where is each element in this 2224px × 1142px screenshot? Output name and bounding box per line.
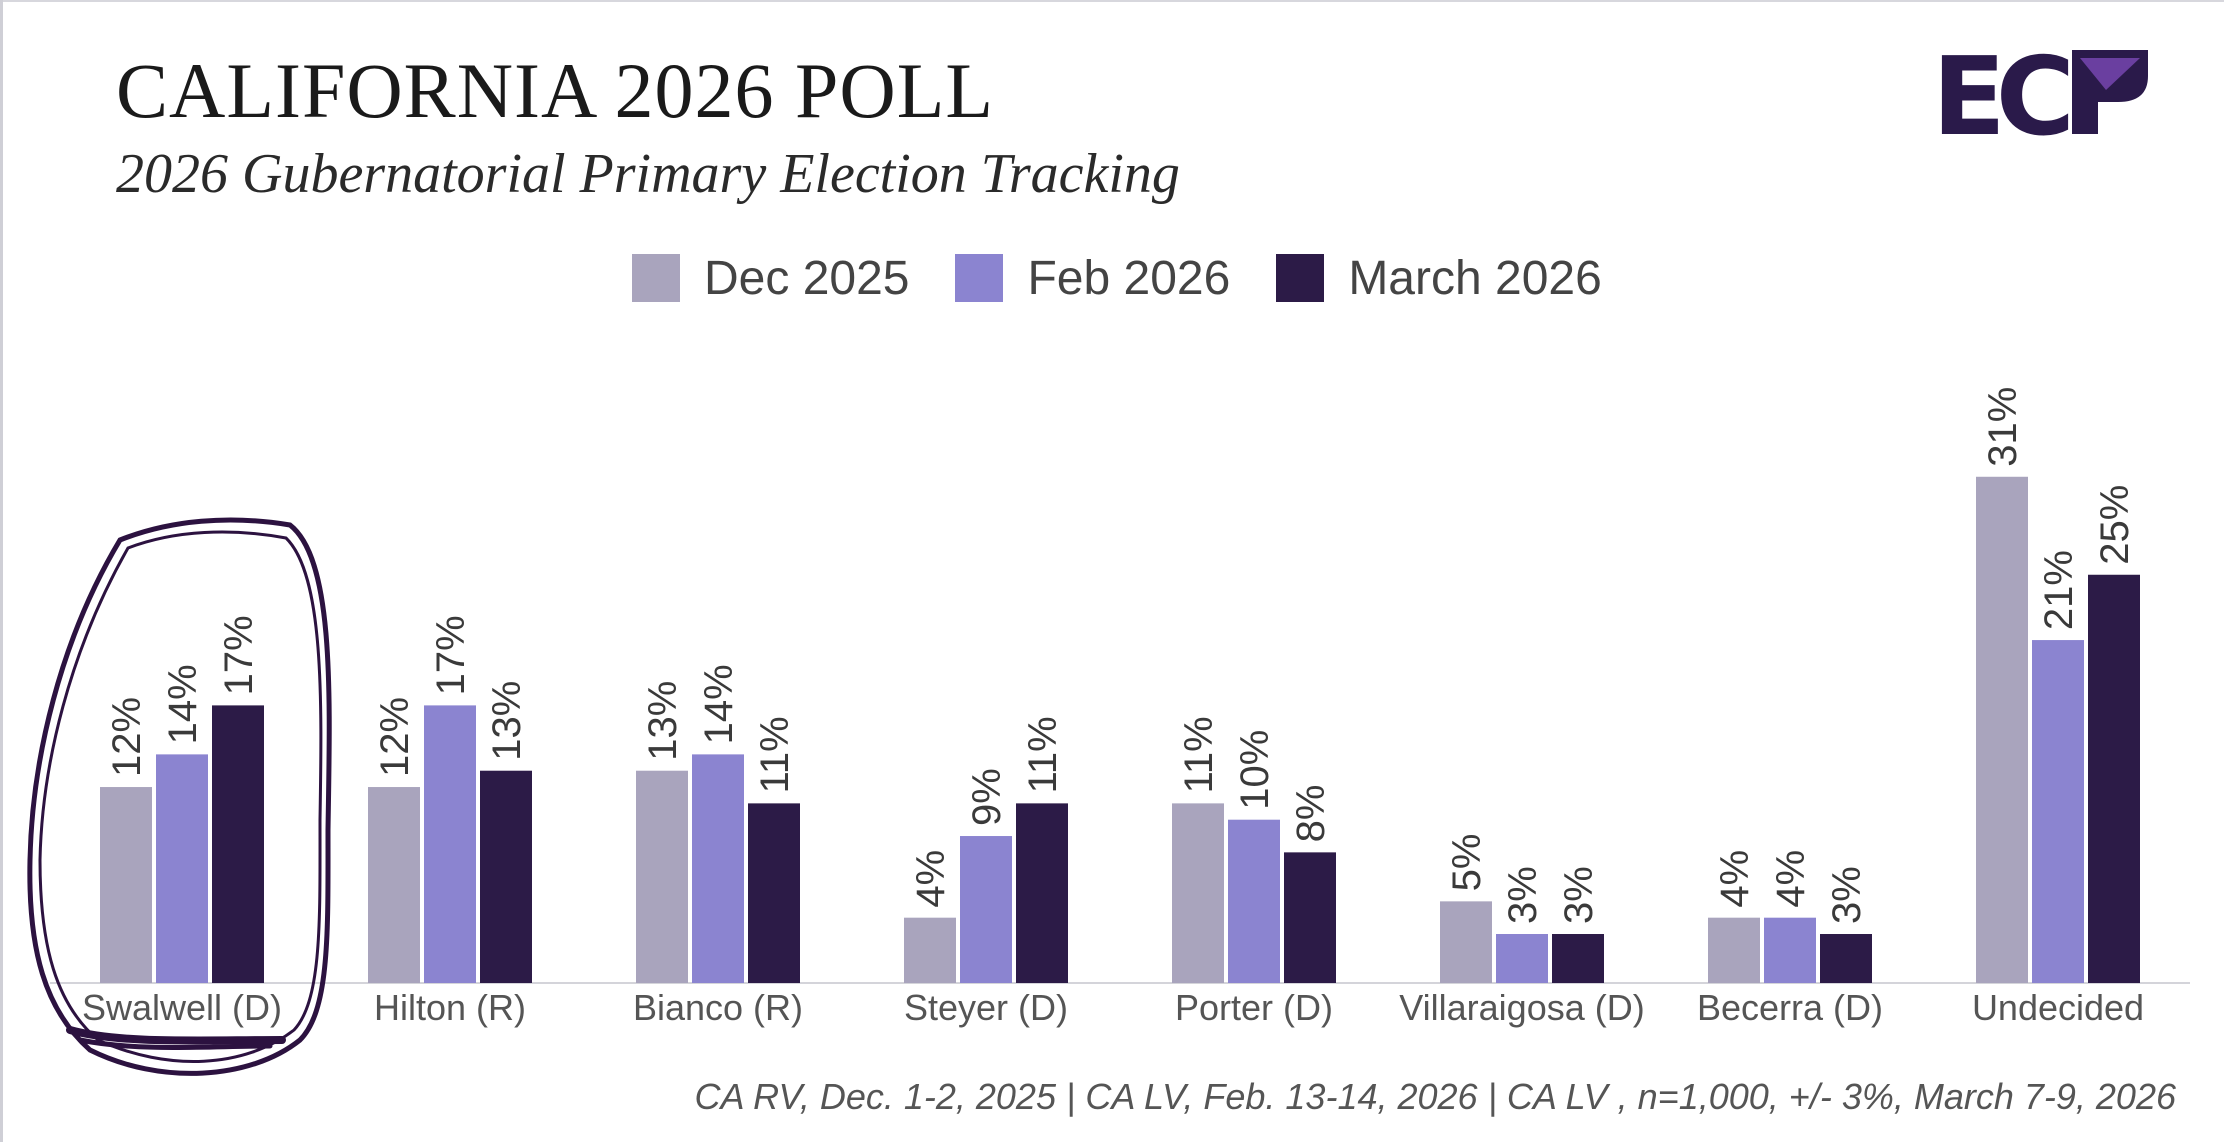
bar-group: 12% 17% 13% (368, 615, 532, 983)
bar-group: 13% 14% 11% (636, 664, 800, 983)
bar (1172, 803, 1224, 983)
bar (424, 705, 476, 983)
legend-label: Dec 2025 (704, 251, 910, 305)
bar (1284, 852, 1336, 983)
category-label: Steyer (D) (904, 987, 1068, 1028)
data-label: 21% (2037, 550, 2081, 630)
legend-swatch (632, 254, 680, 302)
bar (1016, 803, 1068, 983)
bar (1708, 917, 1760, 983)
bar (2088, 574, 2140, 983)
data-label: 4% (909, 850, 953, 908)
data-label: 25% (2093, 485, 2137, 565)
data-label: 17% (429, 615, 473, 695)
category-label: Swalwell (D) (82, 987, 282, 1028)
bar (100, 787, 152, 983)
category-label: Bianco (R) (633, 987, 803, 1028)
legend-swatch (1276, 254, 1325, 302)
legend-item-dec-2025: Dec 2025 (632, 251, 909, 306)
bar (1228, 819, 1280, 983)
data-label: 4% (1713, 850, 1757, 908)
category-label: Villaraigosa (D) (1399, 987, 1644, 1028)
legend-label: Feb 2026 (1027, 251, 1231, 305)
left-border (0, 0, 3, 1142)
legend-swatch (955, 254, 1004, 302)
bar (748, 803, 800, 983)
bar-group: 12% 14% 17% (100, 615, 264, 983)
data-label: 14% (697, 664, 741, 744)
data-label: 3% (1825, 866, 1869, 924)
data-label: 11% (753, 716, 797, 793)
data-label: 12% (373, 697, 417, 777)
data-label: 10% (1233, 730, 1277, 810)
legend-label: March 2026 (1348, 251, 1602, 305)
data-label: 13% (485, 681, 529, 761)
bar (1440, 901, 1492, 983)
footnote: CA RV, Dec. 1-2, 2025 | CA LV, Feb. 13-1… (694, 1076, 2176, 1117)
category-label: Becerra (D) (1697, 987, 1883, 1028)
bar-group: 11% 10% 8% (1172, 716, 1336, 983)
bar (368, 787, 420, 983)
data-label: 14% (161, 664, 205, 744)
bar (1820, 934, 1872, 983)
bar (2032, 640, 2084, 983)
data-label: 9% (965, 768, 1009, 826)
data-label: 3% (1557, 866, 1601, 924)
bar (1552, 934, 1604, 983)
data-label: 4% (1769, 850, 1813, 908)
bar (156, 754, 208, 983)
bar (1764, 917, 1816, 983)
data-label: 8% (1289, 785, 1333, 843)
category-label: Undecided (1972, 987, 2144, 1028)
bar-group: 4%9% 11% (904, 716, 1068, 983)
data-label: 12% (105, 697, 149, 777)
bar (1496, 934, 1548, 983)
bar-group: 4% 4% 3% (1708, 850, 1872, 983)
bar (960, 836, 1012, 983)
bar (692, 754, 744, 983)
legend: Dec 2025 Feb 2026 March 2026 (632, 246, 1648, 310)
data-label: 31% (1981, 387, 2025, 467)
category-label: Hilton (R) (374, 987, 526, 1028)
top-border (0, 0, 2224, 2)
legend-item-march-2026: March 2026 (1276, 251, 1602, 306)
ecp-logo: EC (1930, 38, 2150, 142)
data-label: 11% (1021, 716, 1065, 793)
svg-text:EC: EC (1932, 38, 2069, 142)
data-label: 5% (1445, 834, 1489, 892)
bar (480, 770, 532, 983)
data-label: 3% (1501, 866, 1545, 924)
data-label: 13% (641, 681, 685, 761)
bar (212, 705, 264, 983)
data-label: 17% (217, 615, 261, 695)
chart-subtitle: 2026 Gubernatorial Primary Election Trac… (116, 143, 1180, 205)
bar-group: 5%3% 3% (1440, 834, 1604, 983)
data-label: 11% (1177, 716, 1221, 793)
bar (904, 917, 956, 983)
chart-title: CALIFORNIA 2026 POLL (116, 47, 995, 134)
bar (1976, 476, 2028, 983)
category-label: Porter (D) (1175, 987, 1333, 1028)
bar (636, 770, 688, 983)
bar-group: 31% 21% 25% (1976, 387, 2140, 983)
legend-item-feb-2026: Feb 2026 (955, 251, 1230, 306)
